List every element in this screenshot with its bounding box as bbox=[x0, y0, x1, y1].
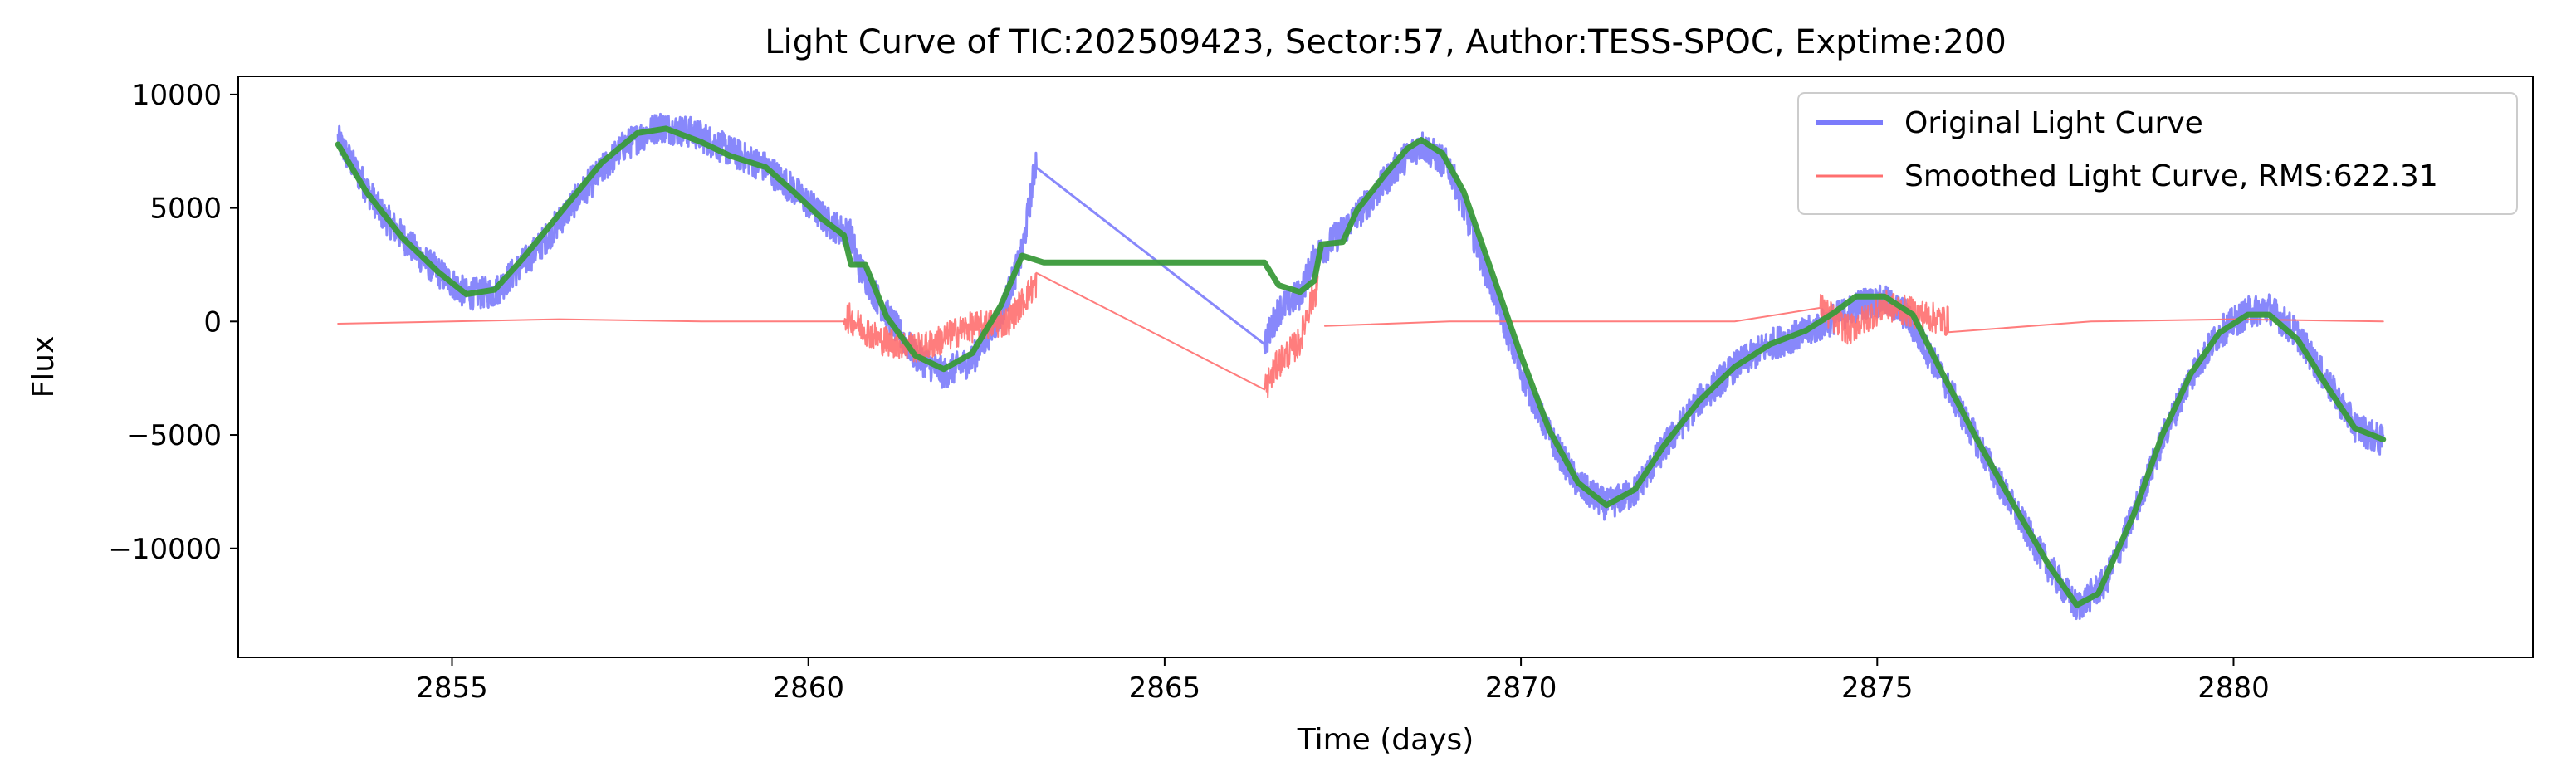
x-tick-label: 2855 bbox=[416, 671, 488, 705]
y-tick-label: 10000 bbox=[132, 79, 222, 112]
series-2-line-0 bbox=[335, 125, 2387, 608]
series-1-line-1 bbox=[843, 271, 1319, 398]
x-tick-label: 2870 bbox=[1485, 671, 1557, 705]
legend-label-smoothed: Smoothed Light Curve, RMS:622.31 bbox=[1904, 159, 2438, 193]
x-axis: 2855 2860 2865 2870 2875 2880 bbox=[416, 657, 2270, 705]
chart-title: Light Curve of TIC:202509423, Sector:57,… bbox=[765, 23, 2007, 61]
series-layer bbox=[335, 112, 2387, 621]
x-tick-label: 2860 bbox=[772, 671, 844, 705]
x-tick-label: 2875 bbox=[1841, 671, 1914, 705]
y-axis: 10000 5000 0 −5000 −10000 bbox=[108, 79, 238, 566]
y-tick-label: 5000 bbox=[149, 193, 222, 226]
plot-frame bbox=[237, 76, 2534, 658]
y-tick-label: 0 bbox=[203, 305, 222, 339]
series-0-line-0 bbox=[336, 112, 2385, 621]
legend: Original Light Curve Smoothed Light Curv… bbox=[1797, 92, 2518, 215]
legend-box bbox=[1797, 92, 2518, 215]
y-tick-label: −5000 bbox=[126, 419, 222, 452]
legend-label-original: Original Light Curve bbox=[1904, 106, 2203, 140]
x-tick-label: 2865 bbox=[1129, 671, 1201, 705]
x-tick-label: 2880 bbox=[2197, 671, 2270, 705]
x-axis-label: Time (days) bbox=[1297, 723, 1474, 757]
y-axis-label: Flux bbox=[27, 336, 61, 398]
series-1-line-0 bbox=[337, 318, 845, 325]
y-tick-label: −10000 bbox=[108, 533, 222, 566]
